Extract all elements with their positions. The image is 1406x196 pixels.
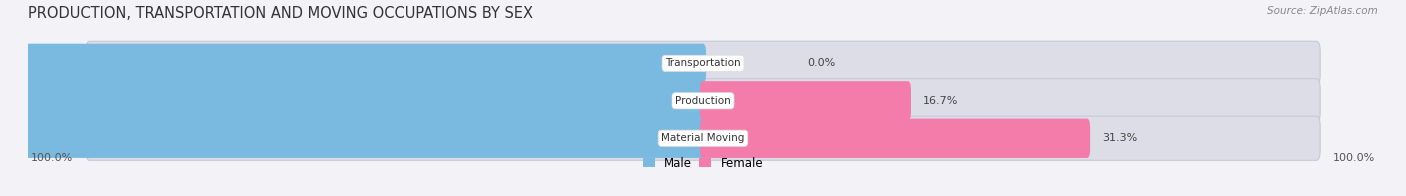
Text: Production: Production [675, 96, 731, 106]
Text: 100.0%: 100.0% [31, 153, 73, 163]
FancyBboxPatch shape [86, 116, 1320, 160]
Text: 31.3%: 31.3% [1102, 133, 1137, 143]
FancyBboxPatch shape [0, 44, 706, 83]
Text: 100.0%: 100.0% [1333, 153, 1375, 163]
FancyBboxPatch shape [0, 81, 706, 121]
Text: 16.7%: 16.7% [922, 96, 957, 106]
FancyBboxPatch shape [86, 41, 1320, 85]
FancyBboxPatch shape [0, 119, 706, 158]
Legend: Male, Female: Male, Female [643, 157, 763, 170]
Text: Material Moving: Material Moving [661, 133, 745, 143]
Text: 0.0%: 0.0% [807, 58, 835, 68]
Text: Source: ZipAtlas.com: Source: ZipAtlas.com [1267, 6, 1378, 16]
Text: PRODUCTION, TRANSPORTATION AND MOVING OCCUPATIONS BY SEX: PRODUCTION, TRANSPORTATION AND MOVING OC… [28, 6, 533, 21]
Text: Transportation: Transportation [665, 58, 741, 68]
FancyBboxPatch shape [86, 79, 1320, 123]
FancyBboxPatch shape [700, 119, 1090, 158]
FancyBboxPatch shape [700, 81, 911, 121]
